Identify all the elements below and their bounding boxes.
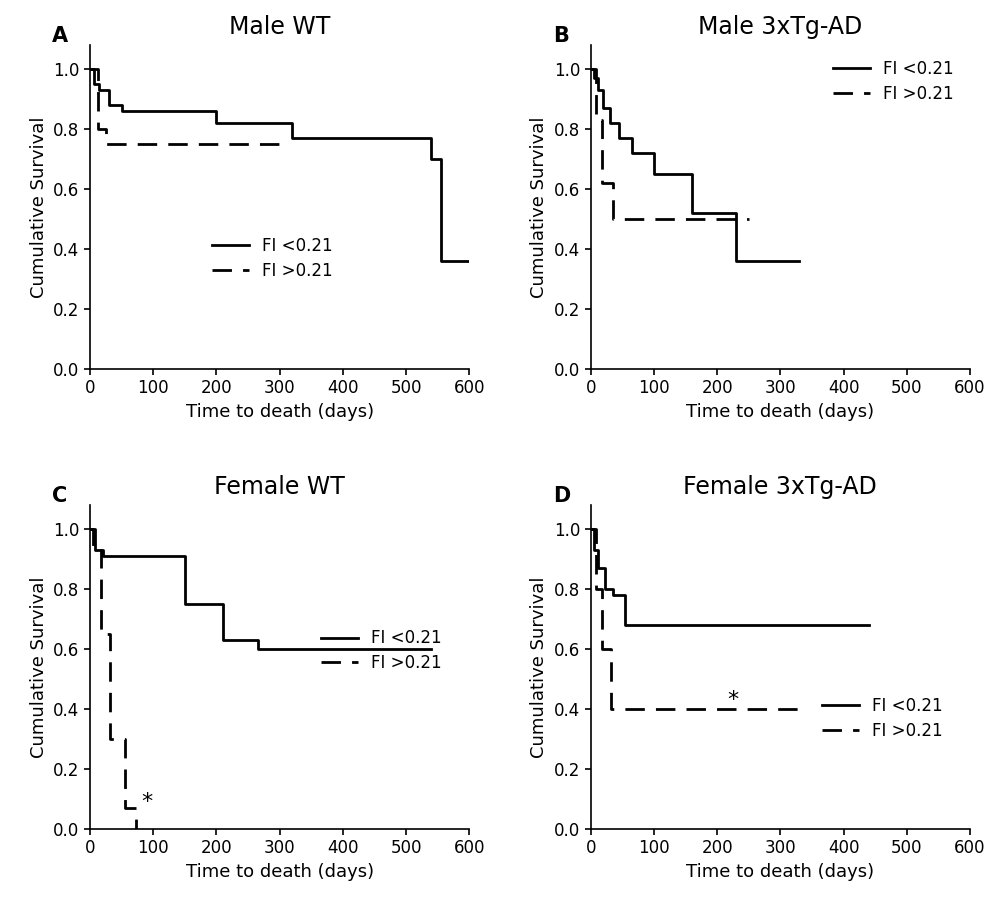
Text: *: * (727, 690, 739, 710)
Legend: FI <0.21, FI >0.21: FI <0.21, FI >0.21 (212, 237, 333, 279)
Text: *: * (141, 792, 153, 812)
Text: D: D (553, 486, 570, 505)
Y-axis label: Cumulative Survival: Cumulative Survival (30, 116, 48, 297)
X-axis label: Time to death (days): Time to death (days) (686, 403, 874, 421)
Y-axis label: Cumulative Survival: Cumulative Survival (530, 116, 548, 297)
X-axis label: Time to death (days): Time to death (days) (186, 863, 374, 881)
Title: Male WT: Male WT (229, 15, 330, 39)
X-axis label: Time to death (days): Time to death (days) (186, 403, 374, 421)
Legend: FI <0.21, FI >0.21: FI <0.21, FI >0.21 (833, 59, 954, 103)
Legend: FI <0.21, FI >0.21: FI <0.21, FI >0.21 (822, 697, 943, 740)
Y-axis label: Cumulative Survival: Cumulative Survival (530, 577, 548, 758)
Y-axis label: Cumulative Survival: Cumulative Survival (30, 577, 48, 758)
Legend: FI <0.21, FI >0.21: FI <0.21, FI >0.21 (321, 630, 442, 672)
Text: A: A (52, 25, 68, 46)
Text: B: B (553, 25, 569, 46)
X-axis label: Time to death (days): Time to death (days) (686, 863, 874, 881)
Title: Female 3xTg-AD: Female 3xTg-AD (683, 475, 877, 499)
Text: C: C (52, 486, 67, 505)
Title: Female WT: Female WT (214, 475, 345, 499)
Title: Male 3xTg-AD: Male 3xTg-AD (698, 15, 862, 39)
